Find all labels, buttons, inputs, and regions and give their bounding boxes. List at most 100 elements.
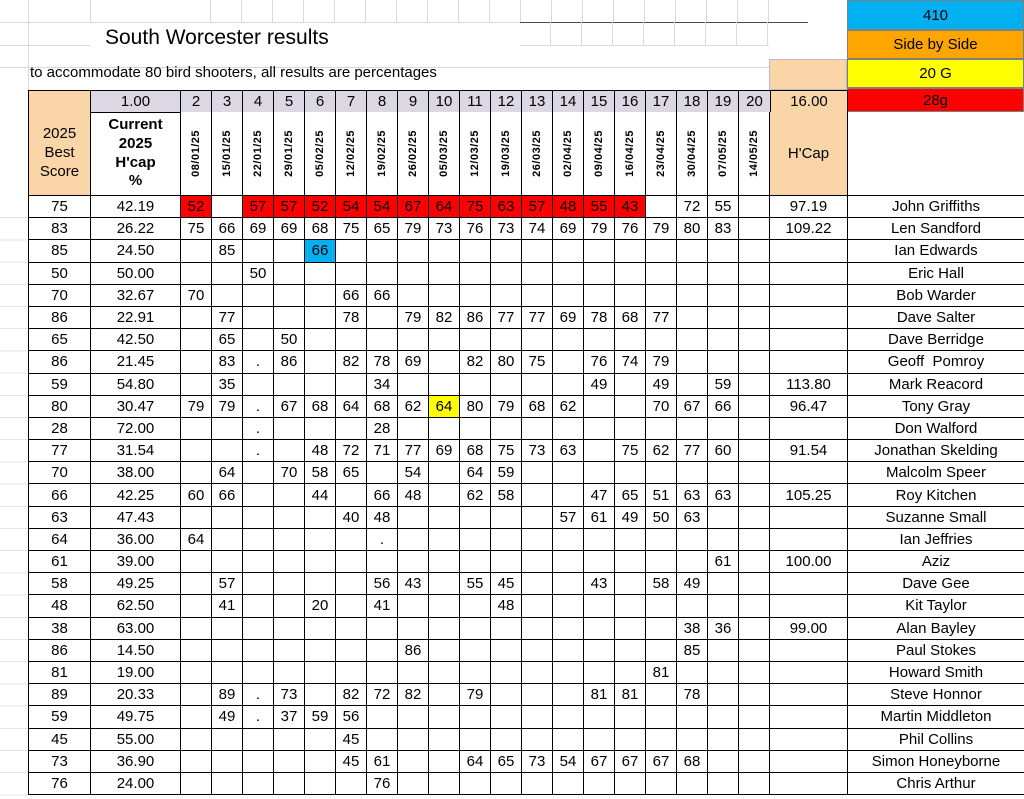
score-cell[interactable] [708, 639, 739, 662]
score-cell[interactable] [367, 306, 398, 330]
score-cell[interactable]: 68 [460, 440, 491, 463]
score-cell[interactable] [553, 373, 584, 396]
hcap-percent-cell[interactable]: 50.00 [91, 262, 181, 285]
score-cell[interactable]: 75 [491, 440, 522, 463]
score-cell[interactable] [460, 262, 491, 285]
score-cell[interactable] [739, 417, 770, 441]
score-cell[interactable] [243, 661, 274, 685]
hcap-percent-cell[interactable]: 31.54 [91, 440, 181, 463]
score-cell[interactable] [677, 462, 708, 485]
score-cell[interactable]: 40 [336, 506, 367, 529]
hcap-percent-cell[interactable]: 63.00 [91, 617, 181, 640]
score-cell[interactable] [398, 373, 429, 396]
score-cell[interactable] [181, 351, 212, 374]
shooter-name-cell[interactable]: Howard Smith [848, 662, 1024, 685]
shooter-name-cell[interactable]: Phil Collins [848, 729, 1024, 751]
shooter-name-cell[interactable]: Dave Salter [848, 307, 1024, 330]
final-hcap-cell[interactable] [770, 750, 848, 773]
score-cell[interactable] [677, 351, 708, 374]
score-cell[interactable] [429, 284, 460, 307]
score-cell[interactable]: 66 [367, 484, 398, 507]
score-cell[interactable]: 48 [367, 506, 398, 529]
score-cell[interactable] [739, 196, 770, 219]
score-cell[interactable]: 83 [708, 218, 739, 241]
score-cell[interactable]: . [243, 395, 274, 418]
score-cell[interactable] [243, 484, 274, 507]
score-cell[interactable] [181, 772, 212, 796]
score-cell[interactable]: . [243, 417, 274, 441]
score-cell[interactable] [739, 728, 770, 751]
shooter-name-cell[interactable]: Simon Honeyborne [848, 751, 1024, 773]
score-cell[interactable]: 83 [212, 351, 243, 374]
score-cell[interactable] [739, 306, 770, 330]
score-cell[interactable] [460, 728, 491, 751]
shooter-name-cell[interactable]: Suzanne Small [848, 507, 1024, 529]
score-cell[interactable]: 74 [522, 218, 553, 241]
score-cell[interactable] [646, 595, 677, 618]
hcap-percent-cell[interactable]: 24.00 [91, 772, 181, 796]
score-cell[interactable] [274, 661, 305, 685]
score-cell[interactable] [739, 218, 770, 241]
score-cell[interactable] [181, 262, 212, 285]
score-cell[interactable]: 61 [367, 750, 398, 773]
score-cell[interactable] [243, 617, 274, 640]
final-hcap-cell[interactable] [770, 528, 848, 551]
score-cell[interactable] [336, 551, 367, 574]
score-cell[interactable]: 43 [398, 573, 429, 596]
score-cell[interactable] [274, 617, 305, 640]
score-cell[interactable] [739, 395, 770, 418]
score-cell[interactable]: 61 [708, 551, 739, 574]
final-hcap-cell[interactable] [770, 351, 848, 374]
score-cell[interactable] [243, 551, 274, 574]
hcap-header[interactable]: H'Cap [770, 112, 848, 196]
corner-blank-cell[interactable] [29, 91, 91, 113]
score-cell[interactable]: 63 [677, 506, 708, 529]
score-cell[interactable]: 58 [491, 484, 522, 507]
score-cell[interactable] [429, 551, 460, 574]
best-score-cell[interactable]: 89 [29, 684, 91, 707]
score-cell[interactable] [553, 706, 584, 729]
score-cell[interactable]: 78 [584, 306, 615, 330]
score-cell[interactable]: 86 [460, 306, 491, 330]
date-header-cell[interactable]: 12/03/25 [460, 112, 491, 196]
score-cell[interactable] [460, 706, 491, 729]
date-header-cell[interactable]: 15/01/25 [212, 112, 243, 196]
score-cell[interactable] [398, 417, 429, 441]
score-cell[interactable] [212, 661, 243, 685]
score-cell[interactable] [212, 440, 243, 463]
score-cell[interactable] [553, 639, 584, 662]
score-cell[interactable] [739, 639, 770, 662]
score-cell[interactable] [336, 262, 367, 285]
shooter-name-cell[interactable]: John Griffiths [848, 196, 1024, 219]
score-cell[interactable] [708, 306, 739, 330]
score-cell[interactable] [336, 639, 367, 662]
score-cell[interactable]: 82 [398, 684, 429, 707]
score-cell[interactable]: 57 [212, 573, 243, 596]
score-cell[interactable]: 50 [646, 506, 677, 529]
score-cell[interactable] [491, 528, 522, 551]
score-cell[interactable]: 70 [646, 395, 677, 418]
score-cell[interactable] [522, 329, 553, 352]
score-cell[interactable] [460, 639, 491, 662]
score-cell[interactable] [429, 262, 460, 285]
score-cell[interactable] [708, 750, 739, 773]
score-cell[interactable] [212, 262, 243, 285]
best-score-cell[interactable]: 80 [29, 395, 91, 418]
score-cell[interactable] [274, 639, 305, 662]
score-cell[interactable]: 72 [677, 196, 708, 219]
score-cell[interactable] [336, 661, 367, 685]
score-cell[interactable] [305, 639, 336, 662]
score-cell[interactable] [522, 240, 553, 263]
score-cell[interactable] [305, 262, 336, 285]
score-cell[interactable] [553, 329, 584, 352]
score-cell[interactable]: . [367, 528, 398, 551]
score-cell[interactable] [274, 440, 305, 463]
score-cell[interactable]: 62 [460, 484, 491, 507]
date-header-cell[interactable]: 19/03/25 [491, 112, 522, 196]
score-cell[interactable]: 82 [336, 351, 367, 374]
score-cell[interactable] [429, 528, 460, 551]
hcap-percent-cell[interactable]: 55.00 [91, 728, 181, 751]
hcap-percent-cell[interactable]: 24.50 [91, 240, 181, 263]
score-cell[interactable] [274, 728, 305, 751]
score-cell[interactable] [460, 772, 491, 796]
